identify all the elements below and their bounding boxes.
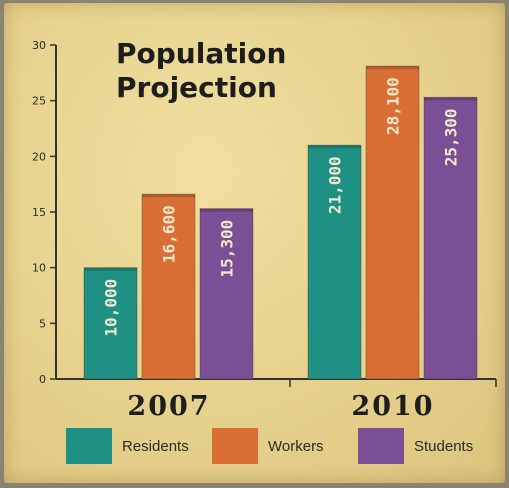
bar-top-edge	[366, 66, 419, 70]
bar-residents-2010	[307, 144, 362, 380]
y-tick-label: 30	[32, 39, 46, 52]
legend-label-workers: Workers	[268, 438, 324, 455]
legend-swatch-residents	[66, 428, 112, 464]
bar-students-2007	[199, 208, 254, 380]
chart-title-line-1: Population	[116, 37, 286, 70]
legend-label-residents: Residents	[122, 438, 189, 455]
bar-data-label: 21,000	[326, 156, 345, 214]
y-ticks: 0 5 10 15 20 25 30	[32, 39, 56, 386]
bar-data-label: 15,300	[218, 220, 237, 278]
bar-residents-2007	[83, 267, 138, 380]
bar-data-label: 16,600	[160, 205, 179, 263]
legend-label-students: Students	[414, 438, 473, 455]
y-tick-label: 0	[39, 373, 46, 386]
legend: Residents Workers Students	[66, 428, 473, 464]
bar-top-edge	[308, 145, 361, 149]
y-tick-label: 15	[32, 206, 46, 219]
chart-card: 0 5 10 15 20 25 30 10,000 16,600 15,300 21,000 28,…	[4, 3, 505, 483]
bar-data-label: 28,100	[384, 77, 403, 135]
bar-workers-2010	[365, 65, 420, 380]
bar-top-edge	[200, 208, 253, 212]
legend-swatch-students	[358, 428, 404, 464]
bar-workers-2007	[141, 193, 196, 380]
y-tick-label: 5	[39, 317, 46, 330]
bar-data-label: 10,000	[102, 279, 121, 337]
category-label-2010: 2010	[351, 391, 434, 422]
category-labels: 2007 2010	[127, 391, 434, 422]
chart-title-line-2: Projection	[116, 71, 277, 104]
bar-top-edge	[84, 267, 137, 271]
y-tick-label: 20	[32, 150, 46, 163]
bar-top-edge	[142, 194, 195, 198]
bar-data-label: 25,300	[442, 108, 461, 166]
bar-top-edge	[424, 97, 477, 101]
bar-students-2010	[423, 96, 478, 380]
bars	[83, 65, 478, 380]
bar-labels: 10,000 16,600 15,300 21,000 28,100 25,300	[102, 77, 461, 336]
category-label-2007: 2007	[127, 391, 210, 422]
y-tick-label: 10	[32, 262, 46, 275]
legend-swatch-workers	[212, 428, 258, 464]
y-tick-label: 25	[32, 95, 46, 108]
chart-title: Population Projection	[116, 37, 286, 104]
chart-svg: 0 5 10 15 20 25 30 10,000 16,600 15,300 21,000 28,…	[32, 37, 497, 464]
